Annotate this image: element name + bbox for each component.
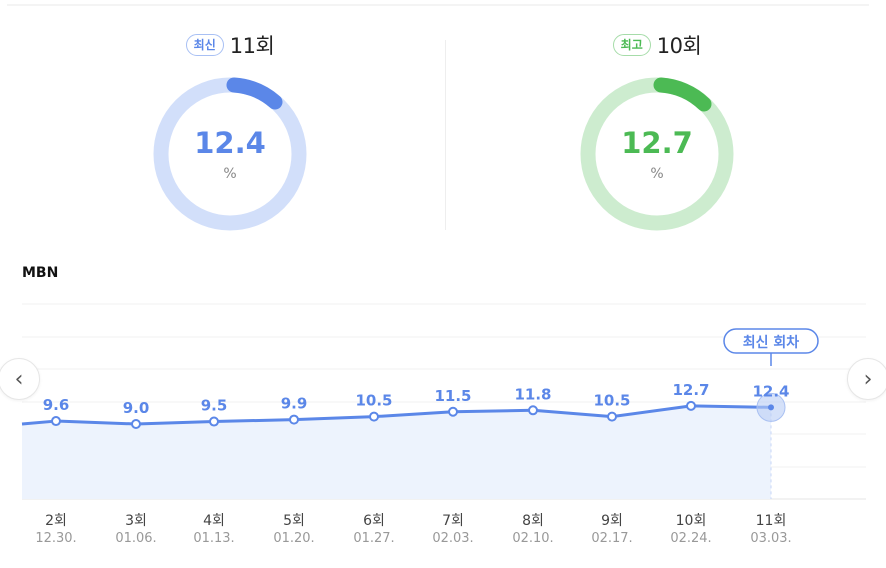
episode-label: 4회 bbox=[203, 513, 225, 529]
x-axis-label: 3회 01.06. bbox=[101, 512, 171, 548]
data-point[interactable] bbox=[607, 411, 617, 422]
air-date-label: 12.30. bbox=[35, 531, 77, 546]
highest-episode: 10회 bbox=[656, 34, 702, 58]
value-label: 11.5 bbox=[434, 387, 471, 405]
value-label: 12.4 bbox=[752, 382, 789, 400]
value-label: 9.0 bbox=[123, 399, 150, 417]
data-point[interactable] bbox=[369, 411, 379, 422]
data-point[interactable] bbox=[209, 416, 219, 427]
ratings-line-chart: 9.6 9.0 9.5 9.9 10.5 11.5 11.8 10.5 12.7 12.4 최신 … bbox=[21, 303, 866, 500]
data-point[interactable] bbox=[131, 419, 141, 429]
value-label: 10.5 bbox=[355, 392, 392, 410]
latest-badge: 최신 bbox=[185, 34, 224, 56]
chart-next-button[interactable]: › bbox=[847, 358, 886, 400]
value-label: 9.5 bbox=[201, 397, 228, 415]
x-axis-label: 7회 02.03. bbox=[418, 512, 488, 548]
latest-donut-gauge bbox=[153, 77, 307, 231]
rating-summary: 최신 11회 12.4 % 최고 10회 12.7 % bbox=[0, 0, 886, 240]
x-axis-label: 2회 12.30. bbox=[21, 512, 91, 548]
air-date-label: 03.03. bbox=[750, 531, 792, 546]
value-label: 10.5 bbox=[593, 392, 630, 410]
air-date-label: 02.10. bbox=[512, 531, 554, 546]
chevron-left-icon: ‹ bbox=[14, 366, 24, 392]
channel-title: MBN bbox=[22, 265, 59, 281]
x-axis-label: 5회 01.20. bbox=[259, 512, 329, 548]
episode-label: 6회 bbox=[363, 513, 385, 529]
highest-rating-header: 최고 10회 bbox=[532, 30, 782, 60]
episode-label: 2회 bbox=[45, 513, 67, 529]
chart-area-fill bbox=[22, 405, 771, 499]
episode-label: 11회 bbox=[755, 513, 787, 529]
data-point[interactable] bbox=[51, 416, 61, 427]
chevron-right-icon: › bbox=[863, 366, 873, 392]
air-date-label: 01.20. bbox=[273, 531, 315, 546]
value-label: 9.9 bbox=[281, 395, 308, 413]
episode-label: 3회 bbox=[125, 513, 147, 529]
data-point[interactable] bbox=[686, 400, 696, 411]
air-date-label: 02.24. bbox=[670, 531, 712, 546]
air-date-label: 02.03. bbox=[432, 531, 474, 546]
air-date-label: 01.13. bbox=[193, 531, 235, 546]
chart-value-labels: 9.6 9.0 9.5 9.9 10.5 11.5 11.8 10.5 12.7 12.4 bbox=[43, 381, 790, 417]
data-point[interactable] bbox=[289, 414, 299, 425]
data-point[interactable] bbox=[768, 404, 774, 411]
air-date-label: 01.06. bbox=[115, 531, 157, 546]
episode-label: 8회 bbox=[522, 513, 544, 529]
latest-rating-header: 최신 11회 bbox=[105, 30, 355, 60]
latest-rating-unit: % bbox=[223, 166, 237, 182]
chart-prev-button[interactable]: ‹ bbox=[0, 358, 40, 400]
episode-label: 9회 bbox=[601, 513, 623, 529]
x-axis-label: 6회 01.27. bbox=[339, 512, 409, 548]
x-axis-label: 10회 02.24. bbox=[656, 512, 726, 548]
highest-rating-unit: % bbox=[650, 166, 664, 182]
latest-rating-card: 최신 11회 12.4 % bbox=[105, 26, 355, 236]
episode-label: 10회 bbox=[675, 513, 707, 529]
latest-episode: 11회 bbox=[229, 34, 275, 58]
episode-label: 7회 bbox=[442, 513, 464, 529]
value-label: 12.7 bbox=[672, 381, 709, 399]
value-label: 11.8 bbox=[514, 385, 551, 403]
highest-donut-gauge bbox=[580, 77, 734, 231]
latest-episode-annotation: 최신 회차 bbox=[723, 328, 819, 366]
x-axis-label: 4회 01.13. bbox=[179, 512, 249, 548]
latest-rating-value: 12.4 bbox=[194, 126, 266, 160]
x-axis-label: 11회 03.03. bbox=[736, 512, 806, 548]
data-point[interactable] bbox=[448, 406, 458, 417]
data-point[interactable] bbox=[528, 405, 538, 416]
air-date-label: 01.27. bbox=[353, 531, 395, 546]
x-axis-label: 8회 02.10. bbox=[498, 512, 568, 548]
highest-rating-value: 12.7 bbox=[621, 126, 693, 160]
highest-rating-card: 최고 10회 12.7 % bbox=[532, 26, 782, 236]
highest-badge: 최고 bbox=[612, 34, 651, 56]
air-date-label: 02.17. bbox=[591, 531, 633, 546]
chart-points bbox=[51, 392, 786, 429]
summary-divider bbox=[445, 40, 446, 230]
top-divider bbox=[7, 4, 869, 6]
annotation-label: 최신 회차 bbox=[743, 335, 800, 351]
value-label: 9.6 bbox=[43, 396, 70, 414]
episode-label: 5회 bbox=[283, 513, 305, 529]
x-axis-label: 9회 02.17. bbox=[577, 512, 647, 548]
